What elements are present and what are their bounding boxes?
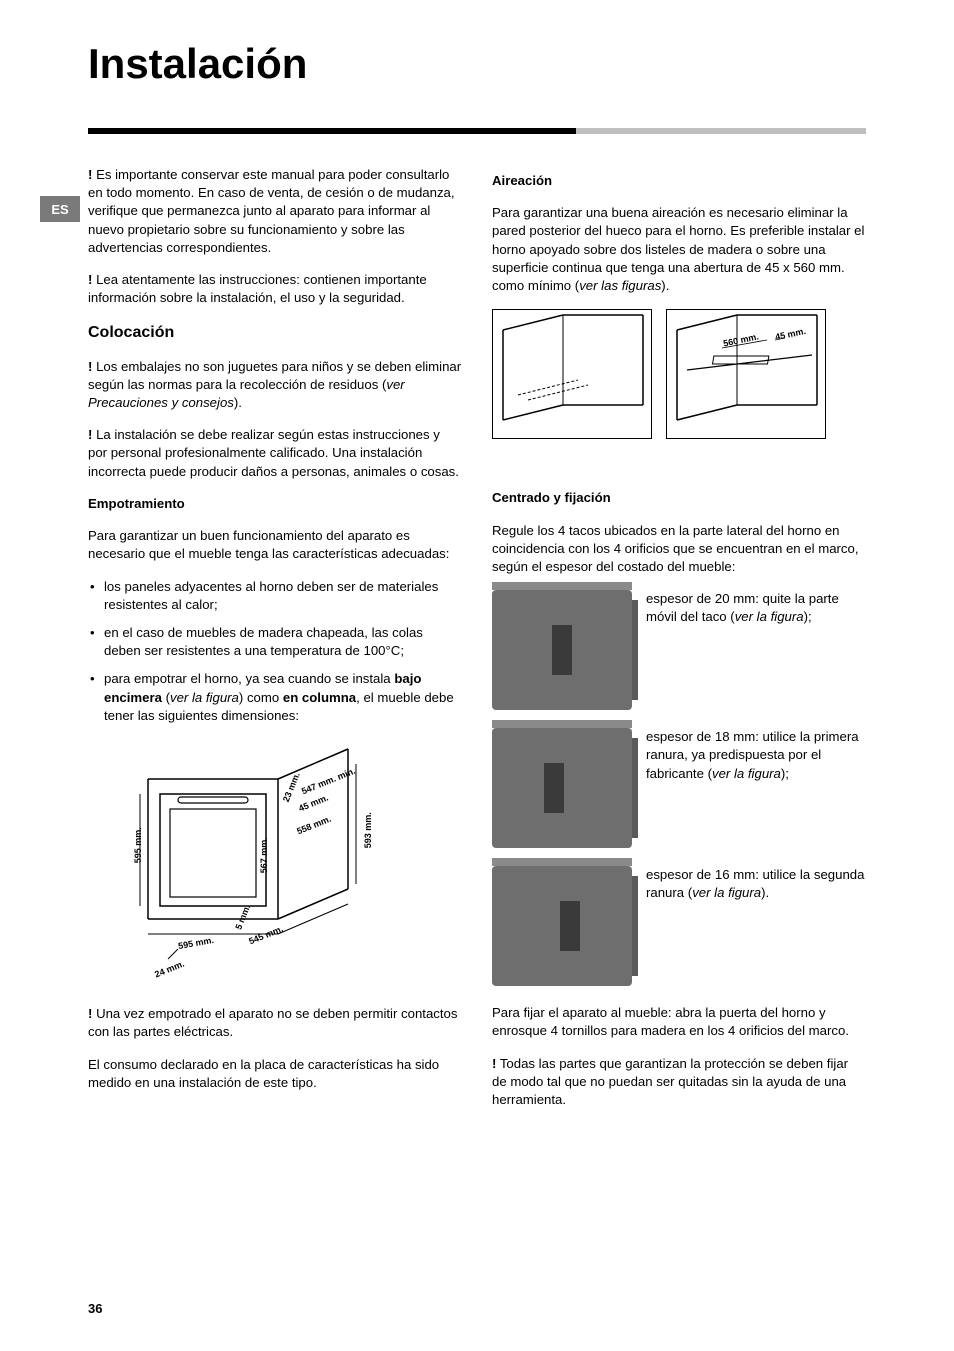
final-warning: ! Todas las partes que garantizan la pro… <box>492 1055 866 1110</box>
fix-para: Para fijar el aparato al mueble: abra la… <box>492 1004 866 1040</box>
columns: ! Es importante conservar este manual pa… <box>88 166 866 1123</box>
emp-list: los paneles adyacentes al horno deben se… <box>88 578 462 726</box>
intro2-text: Lea atentamente las instrucciones: conti… <box>88 272 427 305</box>
espesor-20-text: espesor de 20 mm: quite la parte móvil d… <box>646 590 866 626</box>
page-container: Instalación ! Es importante conservar es… <box>0 0 954 1163</box>
dim-label: 593 mm. <box>362 812 374 848</box>
b3-c: ( <box>162 690 170 705</box>
after-fig-warning: ! Una vez empotrado el aparato no se deb… <box>88 1005 462 1041</box>
figure-air-1 <box>492 309 652 439</box>
coloc-warning-2: ! La instalación se debe realizar según … <box>88 426 462 481</box>
coloc-warning-1: ! Los embalajes no son juguetes para niñ… <box>88 358 462 413</box>
b3-e: en columna <box>283 690 356 705</box>
espesor-18-row: espesor de 18 mm: utilice la primera ran… <box>492 728 866 848</box>
b3-d: ) como <box>239 690 283 705</box>
coloc2-text: La instalación se debe realizar según es… <box>88 427 459 478</box>
figure-bracket-20 <box>492 590 632 710</box>
heading-centrado: Centrado y fijación <box>492 489 866 507</box>
air1-svg <box>493 310 649 436</box>
heading-colocacion: Colocación <box>88 322 462 344</box>
page-number: 36 <box>88 1301 102 1316</box>
espesor-20-row: espesor de 20 mm: quite la parte móvil d… <box>492 590 866 710</box>
b3-ref: ver la figura <box>170 690 239 705</box>
intro1-text: Es importante conservar este manual para… <box>88 167 455 255</box>
after-fig-a: Una vez empotrado el aparato no se deben… <box>88 1006 457 1039</box>
cent-intro: Regule los 4 tacos ubicados en la parte … <box>492 522 866 577</box>
t18-ref: ver la figura <box>712 766 781 781</box>
list-item: en el caso de muebles de madera chapeada… <box>88 624 462 660</box>
emp-intro: Para garantizar un buen funcionamiento d… <box>88 527 462 563</box>
after-fig-b: El consumo declarado en la placa de cara… <box>88 1056 462 1092</box>
header-rule-gray <box>576 128 866 134</box>
list-item: los paneles adyacentes al horno deben se… <box>88 578 462 614</box>
figure-aireacion-row: 560 mm. 45 mm. <box>492 309 866 439</box>
list-item: para empotrar el horno, ya sea cuando se… <box>88 670 462 725</box>
coloc1-a: Los embalajes no son juguetes para niños… <box>88 359 461 392</box>
figure-oven-dimensions: 595 mm. 23 mm. 567 mm. 5 mm. 595 mm. 545… <box>118 739 398 989</box>
page-title: Instalación <box>88 40 866 88</box>
t16-ref: ver la figura <box>692 885 761 900</box>
warn-text: Todas las partes que garantizan la prote… <box>492 1056 848 1107</box>
left-column: ! Es importante conservar este manual pa… <box>88 166 462 1123</box>
b3-a: para empotrar el horno, ya sea cuando se… <box>104 671 394 686</box>
header-rule <box>88 128 866 134</box>
heading-empotramiento: Empotramiento <box>88 495 462 513</box>
air-ref: ver las figuras <box>579 278 661 293</box>
coloc1-b: ). <box>234 395 242 410</box>
air-para: Para garantizar una buena aireación es n… <box>492 204 866 295</box>
right-column: Aireación Para garantizar una buena aire… <box>492 166 866 1123</box>
language-badge: ES <box>40 196 80 222</box>
air-b: ). <box>661 278 669 293</box>
dim-label: 595 mm. <box>132 827 144 863</box>
figure-bracket-18 <box>492 728 632 848</box>
intro-warning-1: ! Es importante conservar este manual pa… <box>88 166 462 257</box>
intro-warning-2: ! Lea atentamente las instrucciones: con… <box>88 271 462 307</box>
t18-b: ); <box>781 766 789 781</box>
figure-bracket-16 <box>492 866 632 986</box>
espesor-16-text: espesor de 16 mm: utilice la segunda ran… <box>646 866 866 902</box>
espesor-16-row: espesor de 16 mm: utilice la segunda ran… <box>492 866 866 986</box>
t20-b: ); <box>804 609 812 624</box>
air-a: Para garantizar una buena aireación es n… <box>492 205 864 293</box>
t20-ref: ver la figura <box>735 609 804 624</box>
t16-b: ). <box>761 885 769 900</box>
dim-label: 567 mm. <box>258 837 270 873</box>
figure-air-2: 560 mm. 45 mm. <box>666 309 826 439</box>
espesor-18-text: espesor de 18 mm: utilice la primera ran… <box>646 728 866 783</box>
heading-aireacion: Aireación <box>492 172 866 190</box>
